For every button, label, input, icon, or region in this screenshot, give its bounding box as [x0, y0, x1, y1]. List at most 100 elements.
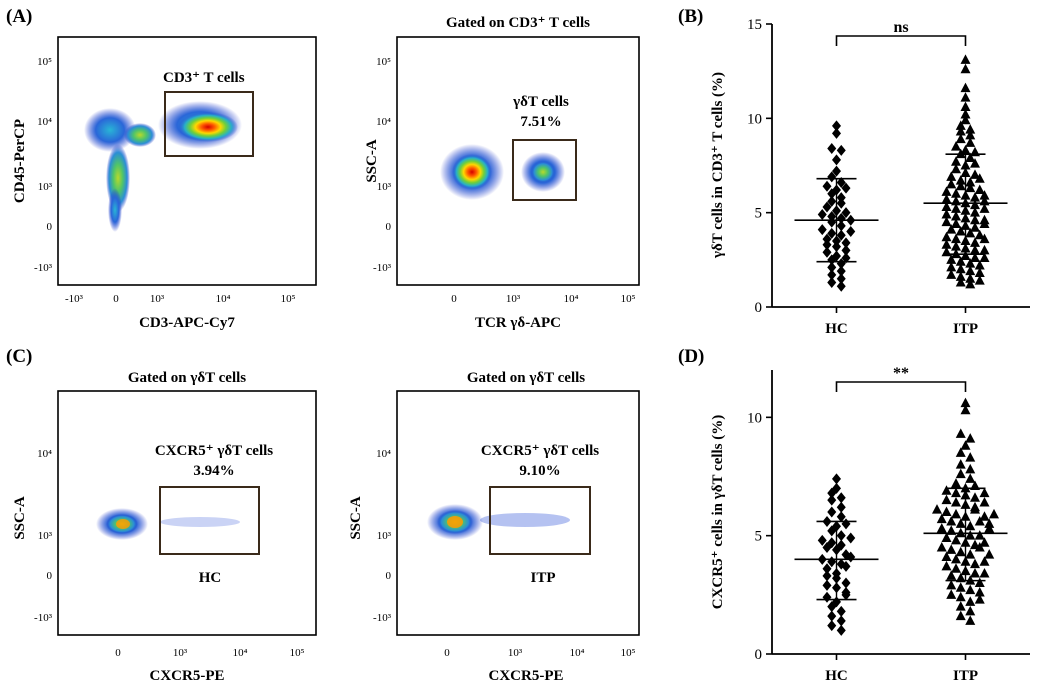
itp-data-point	[936, 523, 947, 533]
panel-label-c: (C)	[6, 346, 32, 367]
itp-data-point	[960, 92, 971, 102]
y-tick: -10³	[34, 262, 53, 274]
itp-data-point	[955, 582, 966, 592]
hc-data-point	[822, 591, 832, 603]
y-tick-label: 5	[755, 529, 763, 545]
itp-data-point	[955, 256, 966, 266]
itp-data-point	[960, 109, 971, 119]
itp-data-point	[970, 492, 980, 502]
hc-data-point	[827, 171, 837, 183]
gate-percent: 9.10%	[519, 463, 560, 479]
hc-data-point	[822, 180, 832, 192]
itp-data-point	[974, 530, 985, 540]
hc-data-point	[817, 209, 827, 221]
itp-data-point	[941, 186, 952, 196]
itp-data-point	[960, 101, 971, 112]
itp-data-point	[970, 222, 980, 232]
hc-data-point	[832, 120, 841, 132]
itp-data-point	[951, 553, 961, 564]
hc-data-point	[827, 216, 837, 228]
gate-percent: 7.51%	[520, 114, 561, 130]
hc-data-point	[827, 210, 837, 222]
hc-data-point	[827, 227, 837, 239]
itp-data-point	[984, 518, 995, 528]
itp-data-point	[989, 508, 999, 519]
x-tick-labels: -10³ 0 10³ 10⁴ 10⁵	[65, 293, 296, 305]
itp-data-point	[951, 203, 961, 213]
hc-data-point	[822, 239, 832, 251]
y-tick: 0	[386, 221, 392, 233]
hc-data-point	[836, 212, 846, 224]
hc-data-point	[827, 610, 837, 622]
x-tick: 0	[115, 647, 121, 659]
hc-data-point	[822, 579, 832, 591]
itp-data-point	[965, 605, 976, 616]
itp-data-point	[965, 137, 976, 147]
flow-plot-cd3-cd45: CD3⁺ T cells CD3-APC-Cy7 CD45-PerCP -10³…	[12, 36, 317, 331]
itp-data-point	[965, 452, 976, 462]
itp-data-point	[979, 556, 990, 566]
significance-bracket	[835, 381, 967, 392]
hc-data-point	[827, 487, 837, 499]
hc-data-point	[836, 273, 846, 285]
hc-data-point	[836, 605, 846, 617]
gate-label: γδT cells	[512, 94, 569, 110]
itp-data-point	[941, 201, 952, 212]
hc-data-point	[836, 144, 846, 156]
itp-data-point	[946, 171, 957, 181]
itp-data-point	[941, 239, 952, 249]
flow-plot-cxcr5-hc: Gated on γδT cells CXCR5⁺ γδT cells 3.94…	[12, 370, 317, 684]
hc-data-point	[836, 501, 846, 513]
y-tick-label: 15	[747, 17, 762, 33]
itp-data-point	[974, 184, 985, 195]
itp-data-point	[970, 252, 980, 262]
hc-data-point	[827, 188, 837, 200]
itp-data-point	[965, 176, 976, 187]
y-axis-label: SSC-A	[12, 496, 28, 540]
itp-data-point	[979, 252, 990, 262]
itp-data-point	[941, 485, 952, 495]
x-tick: 10⁴	[233, 647, 248, 659]
itp-data-point	[960, 250, 971, 261]
hc-data-point	[822, 201, 832, 213]
density-clusters	[96, 508, 240, 540]
hc-data-point	[836, 615, 846, 627]
density-clusters	[440, 144, 565, 200]
itp-data-point	[974, 267, 985, 278]
itp-data-point	[955, 175, 966, 185]
hc-data-point	[822, 246, 832, 258]
itp-data-point	[941, 494, 952, 505]
dot-plot-cxcr5-gd-t-cells: CXCR5⁺ cells in γδT cells (%) 0 5 10 HC ITP *…	[710, 365, 1030, 684]
hc-data-point	[832, 154, 841, 166]
itp-data-point	[955, 459, 966, 469]
hc-data-point	[822, 233, 832, 245]
itp-data-point	[979, 244, 990, 255]
density-clusters	[427, 504, 570, 540]
itp-data-point	[960, 82, 971, 93]
itp-data-point	[955, 133, 966, 144]
itp-data-point	[941, 193, 952, 204]
hc-data-point	[822, 542, 832, 553]
itp-data-point	[955, 518, 966, 528]
hc-data-point	[841, 182, 851, 194]
y-tick-labels: 10⁴ 10³ 0 -10³	[34, 448, 53, 624]
hc-data-point	[841, 252, 851, 264]
x-tick: 10³	[173, 647, 188, 659]
x-tick: 0	[451, 293, 457, 305]
hc-data-point	[827, 525, 837, 537]
itp-data-point	[955, 428, 966, 438]
itp-data-point	[970, 558, 980, 569]
y-tick-label: 0	[755, 300, 763, 316]
hc-data-point	[827, 261, 837, 273]
x-tick: 10⁵	[290, 647, 305, 659]
itp-data-point	[965, 549, 976, 559]
itp-data-point	[946, 224, 957, 234]
itp-data-point	[955, 180, 966, 191]
hc-data-point	[836, 511, 846, 523]
sample-label: HC	[199, 570, 222, 586]
y-tick: 10⁴	[376, 116, 391, 128]
hc-data-point	[836, 220, 846, 232]
hc-data-point	[841, 237, 851, 249]
panel-label-b: (B)	[678, 6, 703, 27]
